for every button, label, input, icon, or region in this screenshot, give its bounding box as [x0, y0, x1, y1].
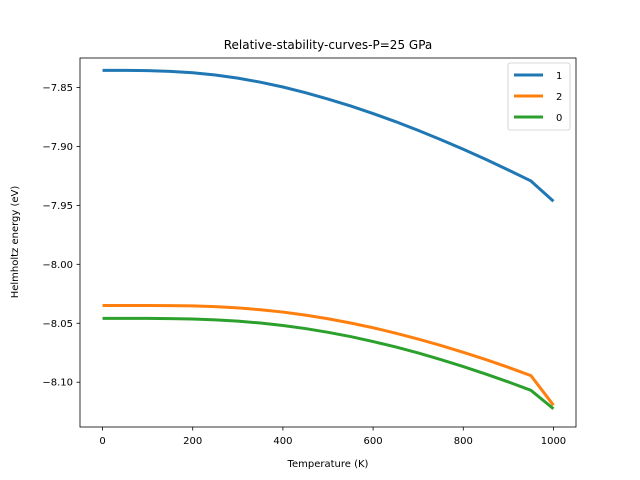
x-tick-label: 600 — [364, 436, 383, 447]
plot-area-frame — [79, 57, 577, 428]
x-axis-ticks: 0 200 400 600 800 1000 — [99, 427, 566, 447]
x-tick-label: 800 — [454, 436, 473, 447]
x-tick-label: 400 — [273, 436, 292, 447]
y-tick-label: −7.90 — [42, 142, 73, 153]
legend: 1 2 0 — [507, 62, 571, 131]
y-tick-label: −8.00 — [42, 260, 73, 271]
plot-lines — [102, 68, 555, 410]
y-axis-ticks: −7.85 −7.90 −7.95 −8.00 −8.05 −8.10 — [42, 83, 80, 389]
series-line-0 — [102, 316, 555, 410]
legend-label-1: 1 — [556, 71, 562, 82]
y-tick-label: −8.10 — [42, 378, 73, 389]
y-tick-label: −8.05 — [42, 319, 73, 330]
legend-label-2: 2 — [556, 92, 562, 103]
y-tick-label: −7.95 — [42, 201, 73, 212]
chart-title: Relative-stability-curves-P=25 GPa — [224, 38, 433, 52]
legend-label-0: 0 — [556, 113, 562, 124]
series-line-2 — [102, 303, 555, 407]
x-axis-label: Temperature (K) — [287, 459, 369, 470]
y-tick-label: −7.85 — [42, 83, 73, 94]
series-line-1 — [102, 68, 555, 203]
x-tick-label: 1000 — [541, 436, 566, 447]
y-axis-label: Helmholtz energy (eV) — [10, 186, 21, 299]
x-tick-label: 200 — [183, 436, 202, 447]
x-tick-label: 0 — [99, 436, 105, 447]
